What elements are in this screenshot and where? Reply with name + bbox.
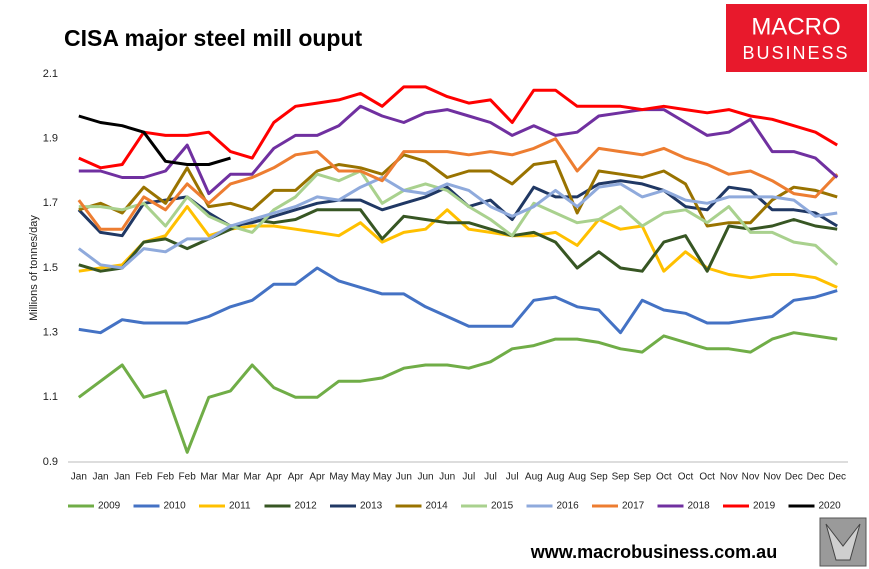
legend-label: 2013 [360,501,383,512]
y-tick-label: 1.1 [43,391,58,403]
legend-label: 2014 [426,501,449,512]
x-tick-label: May [351,472,370,483]
x-tick-label: Sep [590,472,608,483]
series-line [78,208,838,273]
legend-label: 2017 [622,501,645,512]
fox-logo [825,523,861,561]
series-line [77,331,838,454]
series-line [77,176,838,270]
y-tick-label: 0.9 [43,456,58,468]
x-tick-label: Mar [244,472,262,483]
x-tick-label: Aug [547,472,565,483]
legend-label: 2019 [753,501,776,512]
logo-box [726,4,867,72]
series-line [78,266,838,335]
x-tick-label: Nov [720,472,738,483]
x-tick-label: Sep [612,472,630,483]
y-axis-label: Millions of tonnes/day [28,215,40,321]
chart-title: CISA major steel mill ouput [64,25,363,51]
x-tick-label: Dec [807,472,825,483]
legend-label: 2015 [491,501,514,512]
x-tick-label: Jul [462,472,475,483]
x-tick-label: Jun [417,472,433,483]
legend-label: 2016 [557,501,580,512]
x-tick-label: Jan [71,472,87,483]
series-line [78,114,231,166]
x-tick-label: Jun [439,472,455,483]
x-tick-label: Jul [484,472,497,483]
legend-label: 2010 [164,501,187,512]
legend-label: 2011 [229,501,251,512]
x-tick-label: Oct [699,472,715,483]
x-tick-label: Jun [396,472,412,483]
x-tick-label: Jan [114,472,130,483]
x-tick-label: Mar [222,472,240,483]
legend-label: 2009 [98,501,121,512]
series-line [77,137,839,231]
x-tick-label: Feb [179,472,197,483]
series-line [78,85,838,170]
legend-label: 2012 [295,501,318,512]
x-tick-label: Nov [742,472,760,483]
y-tick-label: 1.5 [43,262,58,274]
logo-text: MACRO [751,13,840,40]
x-tick-label: Sep [633,472,651,483]
x-tick-label: Jul [506,472,519,483]
x-tick-label: Apr [266,472,282,483]
x-tick-label: Aug [525,472,543,483]
x-tick-label: Apr [288,472,304,483]
x-tick-label: Mar [200,472,218,483]
footer: www.macrobusiness.com.au [530,542,777,562]
x-tick-label: Aug [568,472,586,483]
x-tick-label: Jan [92,472,108,483]
y-tick-label: 1.3 [43,327,58,339]
logo-text: BUSINESS [742,43,849,63]
y-tick-label: 2.1 [43,68,58,80]
y-tick-label: 1.9 [43,133,58,145]
series-line [78,169,839,266]
x-tick-label: Dec [828,472,846,483]
x-tick-label: May [373,472,392,483]
x-tick-label: Apr [309,472,325,483]
series-line [78,104,839,196]
x-tick-label: May [329,472,348,483]
legend-label: 2018 [688,501,711,512]
series-line [78,205,838,289]
legend-label: 2020 [819,501,842,512]
x-tick-label: Oct [678,472,694,483]
x-tick-label: Feb [135,472,153,483]
y-tick-label: 1.7 [43,197,58,209]
x-tick-label: Feb [157,472,175,483]
x-tick-label: Oct [656,472,672,483]
x-tick-label: Dec [785,472,803,483]
x-tick-label: Nov [763,472,781,483]
